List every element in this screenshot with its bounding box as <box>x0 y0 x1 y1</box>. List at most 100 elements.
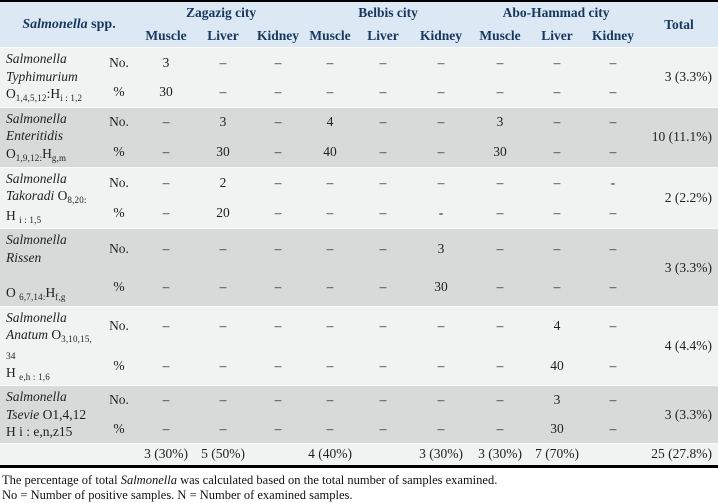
percent-cell-4: – <box>356 77 411 108</box>
percent-cell-0: – <box>138 137 195 168</box>
percent-cell-8: – <box>586 77 641 108</box>
totals-row-spacer <box>0 442 139 467</box>
count-cell-8: - <box>586 166 641 199</box>
count-cell-0: 3 <box>138 47 195 78</box>
percent-cell-3: – <box>304 267 357 307</box>
count-cell-5: – <box>410 305 473 347</box>
count-cell-4: – <box>356 305 411 347</box>
percent-cell-6: – <box>472 267 529 307</box>
count-cell-0: – <box>138 106 195 138</box>
count-cell-0: – <box>138 305 195 347</box>
count-cell-8: – <box>586 106 641 138</box>
city-header-abo-hammad: Abo-Hammad city <box>472 1 641 24</box>
species-name-line: Typhimurium <box>6 68 78 84</box>
percent-cell-0: – <box>138 414 195 444</box>
metric-label-no: No. <box>100 228 139 268</box>
species-name-line: O 6,7,14:Hf,g <box>6 285 66 303</box>
species-name-line: Salmonella <box>6 51 67 66</box>
count-cell-7: 4 <box>528 305 587 347</box>
city-header-belbis: Belbis city <box>304 1 473 24</box>
species-name-line: Takoradi O8,20: <box>6 188 87 206</box>
percent-cell-1: – <box>194 267 253 307</box>
count-cell-5: – <box>410 385 473 415</box>
percent-cell-7: 30 <box>528 414 587 444</box>
row-total-cell: 4 (4.4%) <box>640 305 718 386</box>
tissue-header-belbis-muscle: Muscle <box>304 24 357 48</box>
count-cell-0: – <box>138 228 195 268</box>
tissue-header-abo-hammad-kidney: Kidney <box>586 24 641 48</box>
species-row-3-count: Salmonella Rissen O 6,7,14:Hf,g No. – – – – –3–… <box>0 228 718 307</box>
percent-cell-4: – <box>356 137 411 168</box>
percent-cell-7: – <box>528 77 587 108</box>
percent-cell-8: – <box>586 137 641 168</box>
tissue-header-belbis-kidney: Kidney <box>410 24 473 48</box>
row-total-cell: 3 (3.3%) <box>640 228 718 307</box>
count-cell-2: – <box>252 166 305 199</box>
count-cell-4: – <box>356 106 411 138</box>
species-name-line: Enteritidis <box>6 128 63 144</box>
percent-cell-1: – <box>194 77 253 108</box>
species-column-header: Salmonella spp. <box>0 1 139 48</box>
species-name-line: H e,h : 1,6 <box>6 364 50 382</box>
count-cell-1: – <box>194 385 253 415</box>
species-cell: Salmonella Typhimurium O1,4,5,12:Hi : 1,2 <box>0 47 100 108</box>
percent-cell-1: 30 <box>194 137 253 168</box>
species-cell: Salmonella Tsevie O1,4,12 H i : e,n,z15 <box>0 385 100 444</box>
count-cell-2: – <box>252 305 305 347</box>
percent-cell-6: – <box>472 198 529 229</box>
species-row-4-percent: % – – – – – – –40– <box>0 346 718 386</box>
count-cell-4: – <box>356 385 411 415</box>
table-header: Salmonella spp. Zagazig city Belbis city… <box>0 1 718 48</box>
percent-cell-1: – <box>194 346 253 386</box>
column-total-cell-2 <box>252 442 305 467</box>
column-total-cell-0: 3 (30%) <box>138 442 195 467</box>
count-cell-8: – <box>586 47 641 78</box>
count-cell-5: 3 <box>410 228 473 268</box>
salmonella-prevalence-table: Salmonella spp. Zagazig city Belbis city… <box>0 0 718 468</box>
species-name-line: Salmonella <box>6 170 67 186</box>
percent-cell-7: – <box>528 267 587 307</box>
percent-cell-4: – <box>356 346 411 386</box>
metric-label-percent: % <box>100 77 139 108</box>
tissue-header-abo-hammad-muscle: Muscle <box>472 24 529 48</box>
percent-cell-5: – <box>410 346 473 386</box>
count-cell-7: – <box>528 106 587 138</box>
species-row-0-percent: % 30– – – – – – – – <box>0 77 718 108</box>
species-row-3-percent: % – – – – –30– – – <box>0 267 718 307</box>
metric-label-no: No. <box>100 47 139 78</box>
species-row-2-count: Salmonella Takoradi O8,20: H i : 1,5 No. –2–… <box>0 166 718 229</box>
count-cell-6: – <box>472 228 529 268</box>
count-cell-3: – <box>304 385 357 415</box>
count-cell-5: – <box>410 166 473 199</box>
count-cell-2: – <box>252 228 305 268</box>
count-cell-6: – <box>472 305 529 347</box>
count-cell-5: – <box>410 106 473 138</box>
species-cell: Salmonella Enteritidis O1,9,12:Hg,m <box>0 106 100 168</box>
percent-cell-7: – <box>528 198 587 229</box>
row-total-cell: 3 (3.3%) <box>640 385 718 444</box>
metric-label-no: No. <box>100 305 139 347</box>
column-total-cell-1: 5 (50%) <box>194 442 253 467</box>
species-row-1-percent: % –30–40– –30– – <box>0 137 718 168</box>
count-cell-4: – <box>356 166 411 199</box>
count-cell-7: 3 <box>528 385 587 415</box>
species-cell: Salmonella Takoradi O8,20: H i : 1,5 <box>0 166 100 229</box>
count-cell-0: – <box>138 385 195 415</box>
count-cell-8: – <box>586 385 641 415</box>
species-row-5-count: Salmonella Tsevie O1,4,12 H i : e,n,z15 No.… <box>0 385 718 444</box>
percent-cell-4: – <box>356 267 411 307</box>
count-cell-5: – <box>410 47 473 78</box>
metric-label-percent: % <box>100 267 139 307</box>
species-name-line: O1,9,12:Hg,m <box>6 145 67 163</box>
count-cell-7: – <box>528 228 587 268</box>
percent-cell-7: – <box>528 137 587 168</box>
species-name-line: Salmonella <box>6 232 67 248</box>
percent-cell-0: – <box>138 267 195 307</box>
count-cell-6: 3 <box>472 106 529 138</box>
percent-cell-5: – <box>410 137 473 168</box>
percent-cell-4: – <box>356 414 411 444</box>
metric-label-no: No. <box>100 106 139 138</box>
percent-cell-5: 30 <box>410 267 473 307</box>
count-cell-3: – <box>304 305 357 347</box>
count-cell-3: – <box>304 228 357 268</box>
